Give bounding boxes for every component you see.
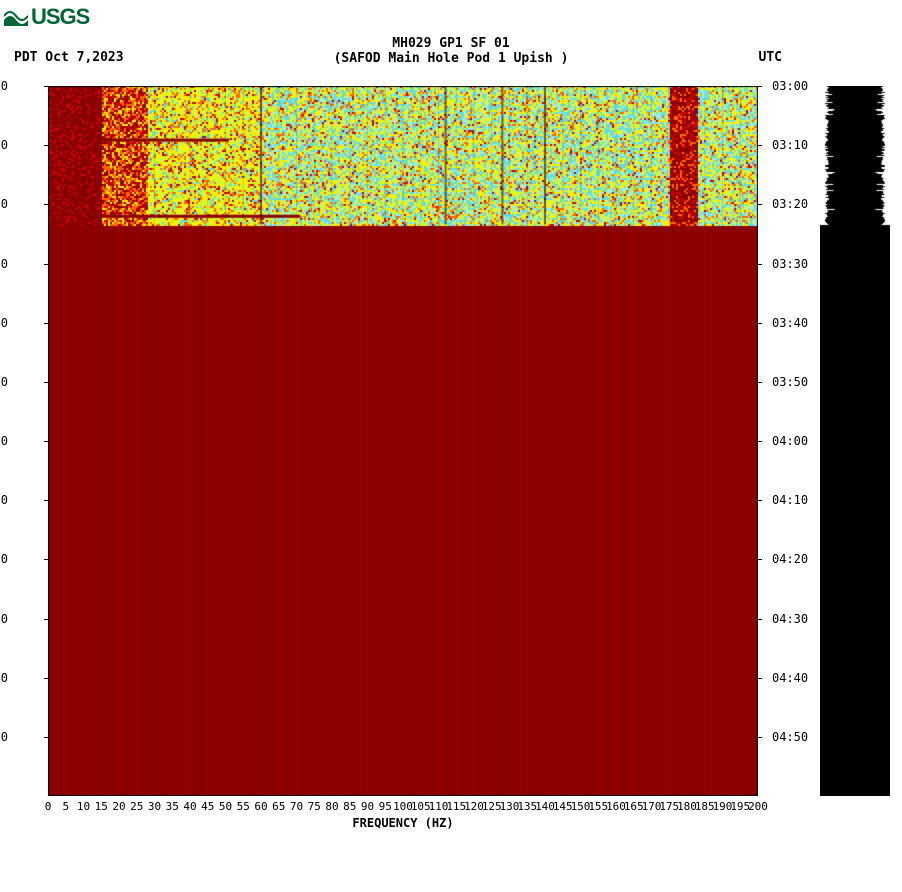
x-tick: 75	[308, 800, 321, 813]
y-right-tick: 03:20	[772, 197, 808, 211]
y-right-tick: 03:50	[772, 375, 808, 389]
y-right-tick: 04:10	[772, 493, 808, 507]
x-tick: 40	[183, 800, 196, 813]
y-left-tick: 21:30	[0, 612, 8, 626]
spectrogram-plot	[48, 86, 758, 796]
y-right-tick: 04:40	[772, 671, 808, 685]
x-tick: 0	[45, 800, 52, 813]
y-left-tick: 21:10	[0, 493, 8, 507]
y-left-tick: 21:00	[0, 434, 8, 448]
x-tick: 95	[379, 800, 392, 813]
usgs-logo-text: USGS	[31, 4, 89, 30]
x-tick: 70	[290, 800, 303, 813]
x-tick: 55	[237, 800, 250, 813]
x-tick: 35	[166, 800, 179, 813]
y-right-tick: 04:00	[772, 434, 808, 448]
x-tick: 25	[130, 800, 143, 813]
y-right-tick: 03:30	[772, 257, 808, 271]
x-tick: 200	[748, 800, 768, 813]
x-tick: 20	[112, 800, 125, 813]
x-tick: 10	[77, 800, 90, 813]
chart-title-line1: MH029 GP1 SF 01	[0, 36, 902, 51]
x-axis-label: FREQUENCY (HZ)	[48, 816, 758, 830]
usgs-wave-icon	[4, 8, 28, 26]
x-tick: 15	[95, 800, 108, 813]
x-tick: 5	[62, 800, 69, 813]
y-left-tick: 20:10	[0, 138, 8, 152]
y-right-tick: 03:10	[772, 138, 808, 152]
x-tick: 85	[343, 800, 356, 813]
y-left-tick: 20:40	[0, 316, 8, 330]
x-tick: 90	[361, 800, 374, 813]
y-right-tick: 04:30	[772, 612, 808, 626]
utc-label: UTC	[759, 50, 782, 65]
y-right-tick: 03:40	[772, 316, 808, 330]
y-right-tick: 03:00	[772, 79, 808, 93]
pdt-date-label: PDT Oct 7,2023	[14, 50, 124, 65]
y-right-tick: 04:50	[772, 730, 808, 744]
x-tick: 30	[148, 800, 161, 813]
x-tick: 50	[219, 800, 232, 813]
y-left-tick: 21:50	[0, 730, 8, 744]
y-left-tick: 21:40	[0, 671, 8, 685]
y-left-tick: 20:30	[0, 257, 8, 271]
usgs-logo: USGS	[4, 4, 89, 30]
y-right-tick: 04:20	[772, 552, 808, 566]
waveform-plot	[820, 86, 890, 796]
x-tick: 60	[254, 800, 267, 813]
x-tick: 65	[272, 800, 285, 813]
x-tick: 80	[325, 800, 338, 813]
x-tick: 45	[201, 800, 214, 813]
y-left-tick: 20:00	[0, 79, 8, 93]
y-left-tick: 21:20	[0, 552, 8, 566]
y-left-tick: 20:20	[0, 197, 8, 211]
y-left-tick: 20:50	[0, 375, 8, 389]
